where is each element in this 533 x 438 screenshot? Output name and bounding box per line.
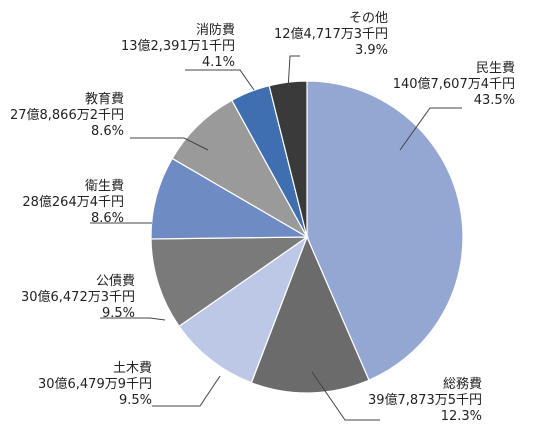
slice-6-amount-label: 27億8,866万2千円: [10, 107, 124, 123]
leader-line-8: [287, 55, 300, 91]
slice-4-percent-label: 9.5%: [102, 306, 135, 321]
leader-line-7: [185, 69, 255, 91]
leader-line-4: [100, 317, 166, 321]
slice-2-percent-label: 12.3%: [441, 409, 482, 424]
slice-5-name-label: 衛生費: [85, 179, 124, 194]
slice-5-amount-label: 28億264万4千円: [22, 194, 124, 210]
leader-line-2: [311, 371, 380, 421]
leader-line-3: [152, 375, 221, 407]
slice-6-name-label: 教育費: [85, 91, 124, 107]
leaders-layer: [90, 55, 462, 421]
pie-slice-6: [171, 99, 309, 239]
slice-7-name-label: 消防費: [196, 22, 235, 38]
leader-line-1: [399, 107, 462, 151]
slice-1-name-label: 民生費: [476, 61, 515, 76]
pie-slice-2: [250, 235, 370, 394]
slice-5-percent-label: 8.6%: [91, 211, 124, 226]
slice-4-amount-label: 30億6,472万3千円: [21, 289, 135, 305]
slice-8-name-label: その他: [349, 11, 388, 26]
slice-7-percent-label: 4.1%: [202, 55, 235, 70]
pie-slice-3: [178, 235, 309, 384]
slice-2-name-label: 総務費: [443, 377, 482, 392]
slice-4-name-label: 公債費: [96, 274, 135, 289]
leader-line-6: [130, 137, 209, 151]
slice-1-amount-label: 140億7,607万4千円: [393, 76, 515, 92]
slice-7-amount-label: 13億2,391万1千円: [121, 38, 235, 54]
slice-6-percent-label: 8.6%: [91, 124, 124, 139]
slice-8-percent-label: 3.9%: [355, 43, 388, 58]
slice-1-percent-label: 43.5%: [474, 93, 515, 108]
slice-2-amount-label: 39億7,873万5千円: [368, 392, 482, 408]
slices-layer: [150, 80, 464, 394]
slice-3-amount-label: 30億6,479万9千円: [38, 376, 152, 392]
pie-slice-1: [306, 80, 464, 381]
pie-slice-4: [150, 236, 309, 328]
slice-8-amount-label: 12億4,717万3千円: [274, 26, 388, 42]
pie-slice-8: [268, 80, 308, 238]
slice-3-name-label: 土木費: [113, 361, 152, 376]
pie-slice-5: [150, 157, 310, 240]
slice-3-percent-label: 9.5%: [119, 393, 152, 408]
